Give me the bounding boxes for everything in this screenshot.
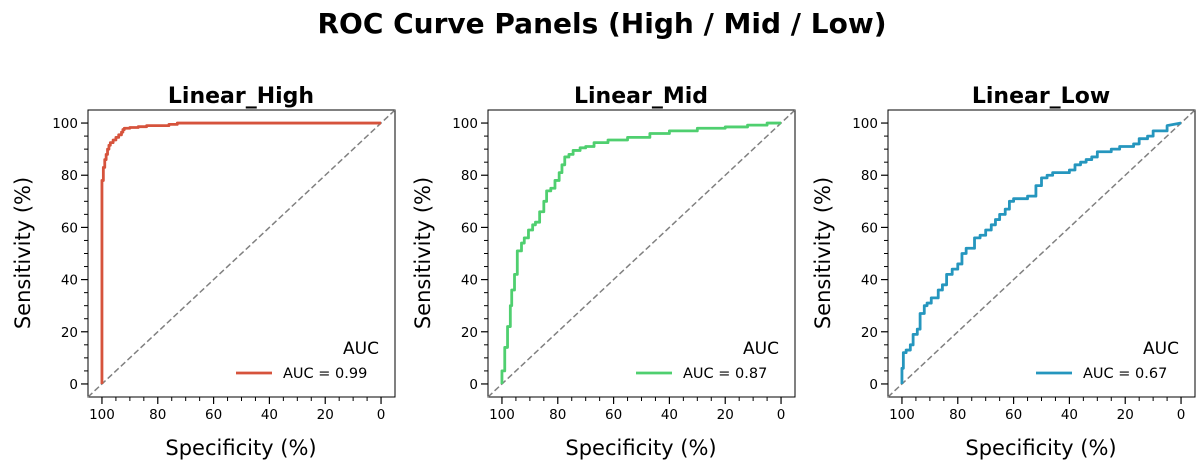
y-axis-label-low: Sensitivity (%) (811, 177, 835, 329)
axis-ticks-low: 100 80 60 40 20 0 0 20 40 60 80 100 (852, 116, 1185, 423)
x-tick-label-high: 80 (149, 407, 166, 423)
x-tick-label-low: 0 (1177, 407, 1186, 423)
roc-curve-mid (500, 121, 782, 384)
x-axis-label-high: Specificity (%) (165, 436, 316, 460)
x-tick-label-high: 60 (205, 407, 222, 423)
x-axis-label-low: Specificity (%) (965, 436, 1116, 460)
figure-title: ROC Curve Panels (High / Mid / Low) (317, 7, 886, 40)
legend-title-low: AUC (1143, 339, 1179, 359)
x-tick-label-mid: 0 (777, 407, 786, 423)
roc-panel-high: Linear_High 100 80 60 40 20 0 0 20 40 60 80 100 Spe… (11, 84, 396, 460)
x-tick-label-mid: 80 (549, 407, 566, 423)
legend-label-mid: AUC = 0.87 (683, 366, 767, 382)
chance-diagonal-mid (487, 109, 796, 398)
roc-panel-mid: Linear_Mid 100 80 60 40 20 0 0 20 40 60 80 100 Spec… (411, 84, 796, 460)
panel-title-high: Linear_High (168, 84, 314, 109)
y-tick-label-low: 0 (869, 377, 878, 393)
y-tick-label-mid: 60 (461, 220, 478, 236)
y-tick-label-high: 80 (61, 168, 78, 184)
x-tick-label-low: 60 (1005, 407, 1022, 423)
y-tick-label-low: 80 (861, 168, 878, 184)
y-tick-label-low: 60 (861, 220, 878, 236)
roc-curve-high (100, 121, 382, 384)
y-tick-label-mid: 40 (461, 273, 478, 289)
roc-panel-low: Linear_Low 100 80 60 40 20 0 0 20 40 60 80 100 Spec… (811, 84, 1196, 460)
y-tick-label-low: 20 (861, 325, 878, 341)
x-tick-label-low: 100 (889, 407, 915, 423)
roc-curve-low (900, 121, 1182, 384)
y-tick-label-high: 40 (61, 273, 78, 289)
x-tick-label-high: 0 (377, 407, 386, 423)
x-tick-label-mid: 100 (489, 407, 515, 423)
y-tick-label-mid: 20 (461, 325, 478, 341)
legend-label-low: AUC = 0.67 (1083, 366, 1167, 382)
legend-title-mid: AUC (743, 339, 779, 359)
axis-ticks-high: 100 80 60 40 20 0 0 20 40 60 80 100 (52, 116, 385, 423)
panel-title-low: Linear_Low (972, 84, 1110, 109)
y-tick-label-mid: 100 (452, 116, 478, 132)
x-tick-label-mid: 20 (717, 407, 734, 423)
x-tick-label-high: 40 (261, 407, 278, 423)
x-tick-label-high: 100 (89, 407, 115, 423)
y-tick-label-high: 60 (61, 220, 78, 236)
x-tick-label-high: 20 (317, 407, 334, 423)
x-tick-label-low: 80 (949, 407, 966, 423)
x-axis-label-mid: Specificity (%) (565, 436, 716, 460)
axis-ticks-mid: 100 80 60 40 20 0 0 20 40 60 80 100 (452, 116, 785, 423)
chance-diagonal-low (887, 109, 1196, 398)
legend-title-high: AUC (343, 339, 379, 359)
y-tick-label-mid: 0 (469, 377, 478, 393)
x-tick-label-mid: 40 (661, 407, 678, 423)
panel-title-mid: Linear_Mid (574, 84, 708, 109)
x-tick-label-low: 40 (1061, 407, 1078, 423)
chance-diagonal-high (87, 109, 396, 398)
y-tick-label-mid: 80 (461, 168, 478, 184)
y-tick-label-high: 0 (69, 377, 78, 393)
legend-label-high: AUC = 0.99 (283, 366, 367, 382)
y-axis-label-mid: Sensitivity (%) (411, 177, 435, 329)
x-tick-label-mid: 60 (605, 407, 622, 423)
y-axis-label-high: Sensitivity (%) (11, 177, 35, 329)
y-tick-label-high: 20 (61, 325, 78, 341)
y-tick-label-high: 100 (52, 116, 78, 132)
y-tick-label-low: 40 (861, 273, 878, 289)
x-tick-label-low: 20 (1117, 407, 1134, 423)
y-tick-label-low: 100 (852, 116, 878, 132)
